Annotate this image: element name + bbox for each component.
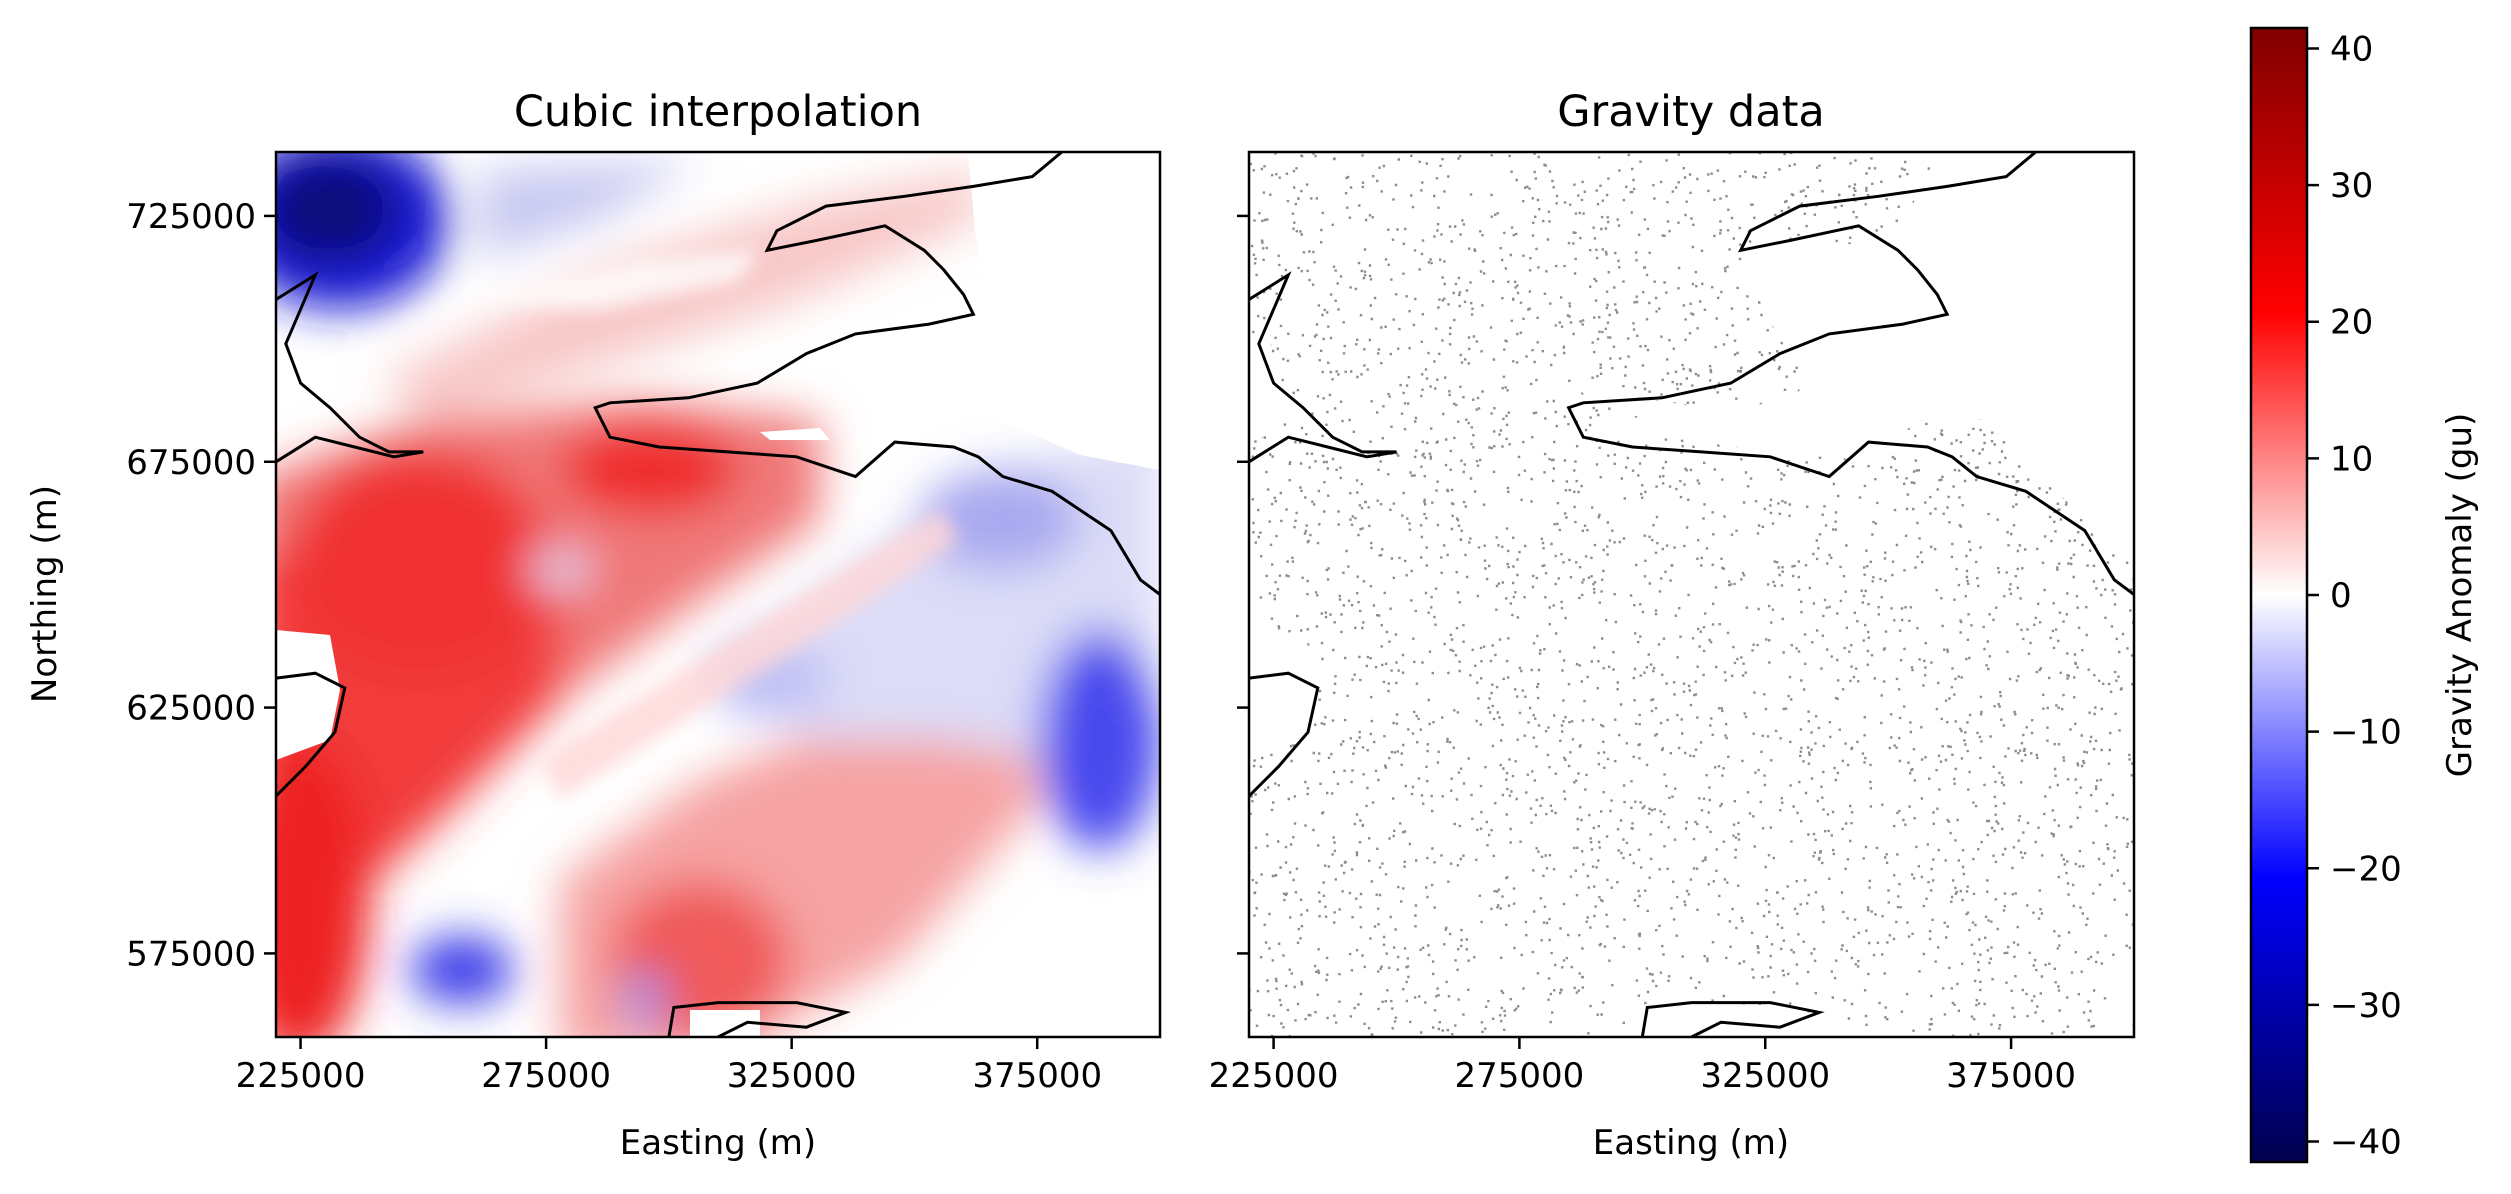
colorbar-ticks: 40 30 20 10 0 −10 −20 −30 −40 (2307, 29, 2402, 1163)
colorbar-tick-label: 0 (2330, 576, 2352, 616)
x-tick-label: 375000 (1946, 1056, 2076, 1096)
coastline-right (1249, 152, 2134, 1037)
y-tick-label: 725000 (126, 197, 256, 237)
coastline-segment (1640, 1001, 1825, 1037)
colorbar-tick-label: 40 (2330, 29, 2373, 69)
colorbar-tick-label: −10 (2330, 713, 2402, 753)
colorbar-tick-label: −20 (2330, 849, 2402, 889)
left-x-ticks: 225000 275000 325000 375000 (236, 1037, 1102, 1096)
y-tick-label: 675000 (126, 443, 256, 483)
coastline-segment (276, 671, 347, 798)
x-tick-label: 275000 (1455, 1056, 1585, 1096)
x-tick-label: 325000 (727, 1056, 857, 1096)
heatmap-field (276, 152, 1160, 1037)
cubic-interpolation-panel: Cubic interpolation (25, 87, 1162, 1163)
colorbar-label: Gravity Anomaly (gu) (2440, 413, 2480, 778)
right-plot-frame (1247, 150, 2136, 1039)
y-axis-label: Northing (m) (25, 485, 65, 703)
right-x-axis-label: Easting (m) (1593, 1123, 1789, 1163)
coastline-segment (276, 271, 424, 464)
x-tick-label: 275000 (481, 1056, 611, 1096)
coastline-left (276, 152, 1160, 1037)
left-x-axis-label: Easting (m) (620, 1123, 816, 1163)
colorbar: 40 30 20 10 0 −10 −20 −30 −40 Gravity Anomaly (g… (2249, 26, 2480, 1164)
left-y-ticks: 575000 625000 675000 725000 (126, 197, 276, 974)
right-y-ticks (1237, 214, 1249, 955)
colorbar-tick-label: −30 (2330, 986, 2402, 1026)
right-x-ticks: 225000 275000 325000 375000 (1209, 1037, 2076, 1096)
colorbar-tick-label: 20 (2330, 303, 2373, 343)
y-tick-label: 575000 (126, 934, 256, 974)
x-tick-label: 225000 (1209, 1056, 1339, 1096)
coastline-segment (667, 1001, 852, 1037)
left-panel-title: Cubic interpolation (514, 87, 922, 137)
gravity-data-panel: Gravity data 225000 275000 325000 375000 Ea… (1209, 87, 2136, 1163)
x-tick-label: 225000 (236, 1056, 366, 1096)
colorbar-tick-label: −40 (2330, 1123, 2402, 1163)
coastline-segment (1566, 152, 2134, 596)
left-plot-frame (274, 150, 1162, 1039)
colorbar-gradient (2249, 26, 2309, 1164)
right-panel-title: Gravity data (1557, 87, 1825, 137)
colorbar-tick-label: 10 (2330, 439, 2373, 479)
x-tick-label: 325000 (1700, 1056, 1830, 1096)
coastline-segment (593, 152, 1160, 596)
y-tick-label: 625000 (126, 689, 256, 729)
x-tick-label: 375000 (972, 1056, 1102, 1096)
coastline-segment (1249, 671, 1320, 798)
colorbar-tick-label: 30 (2330, 166, 2373, 206)
coastline-segment (1249, 271, 1397, 464)
